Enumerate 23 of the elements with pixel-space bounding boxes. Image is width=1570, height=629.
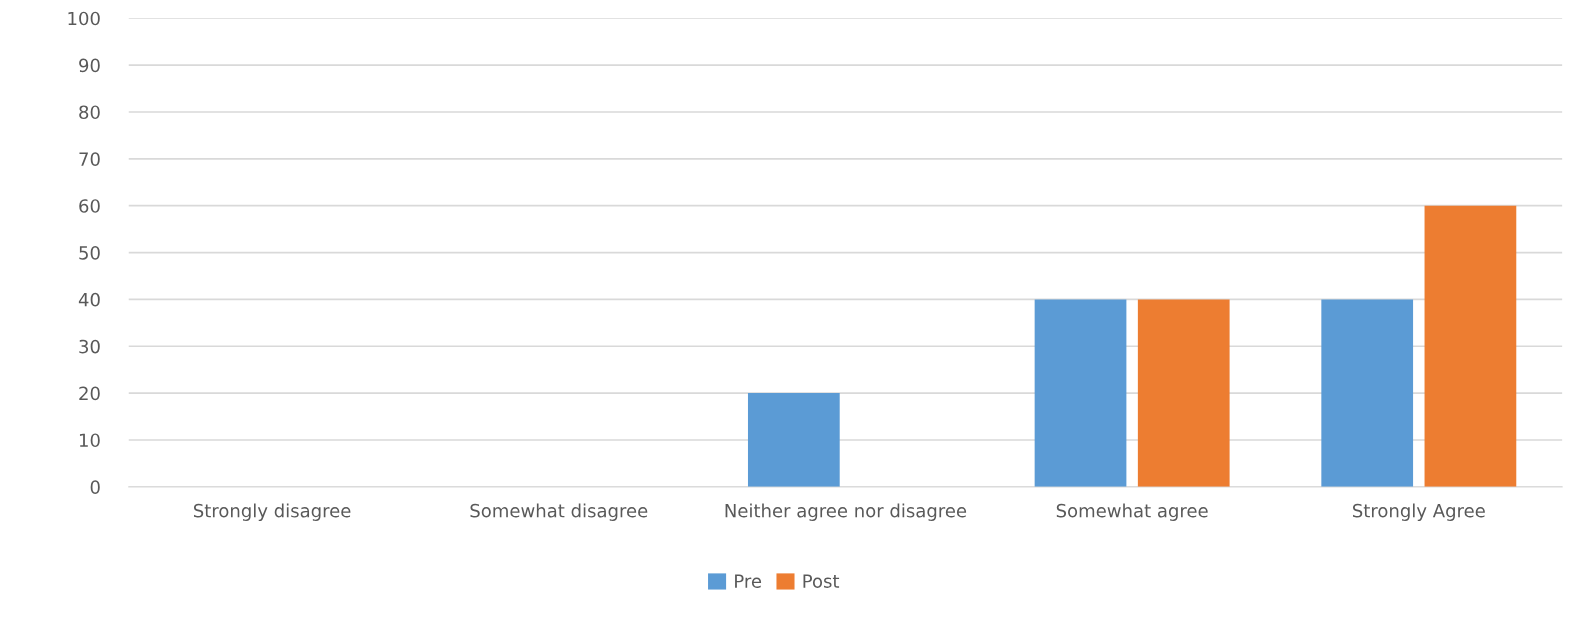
- y-tick-label: 80: [79, 105, 100, 120]
- bar: [1424, 205, 1517, 487]
- bar: [1034, 299, 1127, 487]
- y-tick-label: 0: [90, 480, 100, 494]
- x-tick-label: Strongly disagree: [193, 503, 351, 521]
- bar: [1321, 299, 1414, 487]
- x-tick-label: Strongly Agree: [1353, 503, 1485, 521]
- y-tick-label: 100: [68, 11, 100, 26]
- legend-label: Pre: [735, 574, 762, 588]
- y-tick-label: 10: [79, 433, 100, 448]
- y-tick-label: 90: [79, 58, 100, 73]
- y-tick-label: 50: [79, 246, 100, 260]
- y-tick-label: 60: [79, 199, 100, 213]
- y-tick-label: 40: [78, 292, 100, 307]
- y-tick-label: 20: [79, 386, 100, 401]
- bar: [747, 393, 840, 487]
- legend-label: Post: [803, 574, 840, 588]
- y-tick-label: 30: [79, 339, 100, 354]
- x-tick-label: Somewhat disagree: [470, 503, 648, 521]
- bar: [1137, 299, 1230, 487]
- x-tick-label: Somewhat agree: [1056, 503, 1208, 521]
- x-tick-label: Neither agree nor disagree: [725, 503, 967, 521]
- y-tick-label: 70: [79, 152, 100, 166]
